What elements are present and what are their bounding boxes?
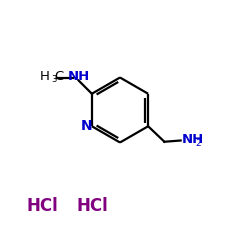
Text: N: N: [80, 119, 92, 133]
Text: NH: NH: [182, 133, 204, 146]
Text: 2: 2: [195, 138, 200, 147]
Text: HCl: HCl: [26, 197, 58, 215]
Text: NH: NH: [68, 70, 90, 83]
Text: H: H: [40, 70, 49, 83]
Text: C: C: [54, 70, 63, 83]
Text: 3: 3: [51, 75, 57, 84]
Text: HCl: HCl: [76, 197, 108, 215]
